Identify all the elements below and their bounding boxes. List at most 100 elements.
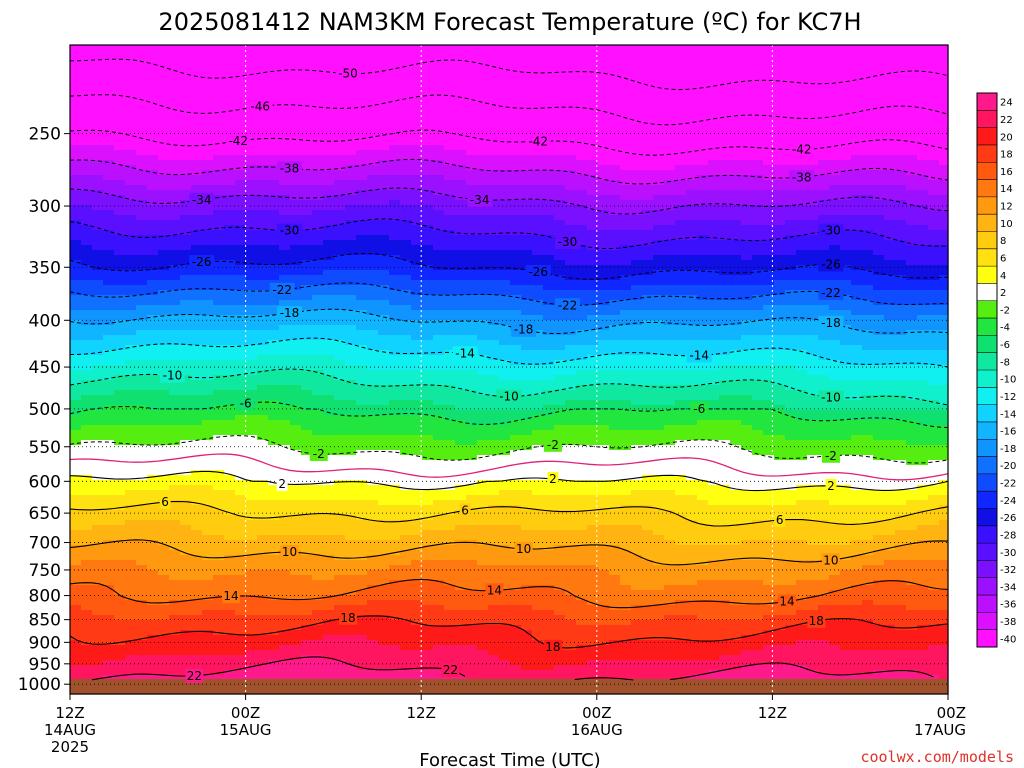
temperature-cell: [488, 130, 500, 136]
temperature-cell: [444, 245, 456, 251]
temperature-cell: [257, 440, 269, 446]
temperature-cell: [158, 390, 170, 396]
temperature-cell: [158, 310, 170, 316]
temperature-cell: [103, 65, 115, 71]
temperature-cell: [455, 560, 467, 566]
temperature-cell: [114, 485, 126, 491]
temperature-cell: [455, 145, 467, 151]
temperature-cell: [114, 50, 126, 56]
temperature-cell: [334, 170, 346, 176]
temperature-cell: [202, 295, 214, 301]
temperature-cell: [279, 470, 291, 476]
temperature-cell: [147, 65, 159, 71]
temperature-cell: [125, 585, 137, 591]
temperature-cell: [147, 435, 159, 441]
temperature-cell: [301, 240, 313, 246]
temperature-cell: [312, 205, 324, 211]
temperature-cell: [290, 330, 302, 336]
temperature-cell: [224, 400, 236, 406]
temperature-cell: [224, 430, 236, 436]
temperature-cell: [279, 270, 291, 276]
temperature-cell: [455, 595, 467, 601]
temperature-cell: [268, 420, 280, 426]
temperature-cell: [202, 675, 214, 681]
temperature-cell: [257, 640, 269, 646]
temperature-cell: [103, 565, 115, 571]
temperature-cell: [389, 285, 401, 291]
temperature-cell: [147, 440, 159, 446]
temperature-cell: [257, 520, 269, 526]
temperature-cell: [136, 225, 148, 231]
temperature-cell: [312, 655, 324, 661]
temperature-cell: [488, 310, 500, 316]
temperature-cell: [323, 475, 335, 481]
temperature-cell: [422, 245, 434, 251]
temperature-cell: [235, 110, 247, 116]
temperature-cell: [213, 455, 225, 461]
temperature-cell: [136, 630, 148, 636]
temperature-cell: [367, 465, 379, 471]
temperature-cell: [323, 305, 335, 311]
temperature-cell: [246, 375, 258, 381]
temperature-cell: [444, 655, 456, 661]
temperature-cell: [114, 390, 126, 396]
temperature-cell: [334, 605, 346, 611]
temperature-cell: [455, 85, 467, 91]
temperature-cell: [257, 395, 269, 401]
temperature-cell: [213, 340, 225, 346]
temperature-cell: [422, 460, 434, 466]
temperature-cell: [136, 445, 148, 451]
temperature-cell: [345, 435, 357, 441]
temperature-cell: [136, 595, 148, 601]
temperature-cell: [202, 205, 214, 211]
temperature-cell: [224, 260, 236, 266]
temperature-cell: [114, 360, 126, 366]
temperature-cell: [169, 60, 181, 66]
temperature-cell: [400, 650, 412, 656]
temperature-cell: [301, 560, 313, 566]
temperature-cell: [158, 125, 170, 131]
temperature-cell: [488, 140, 500, 146]
temperature-cell: [246, 320, 258, 326]
temperature-cell: [422, 360, 434, 366]
temperature-cell: [136, 485, 148, 491]
temperature-cell: [444, 375, 456, 381]
temperature-cell: [191, 445, 203, 451]
temperature-cell: [169, 135, 181, 141]
temperature-cell: [70, 485, 82, 491]
temperature-cell: [268, 650, 280, 656]
temperature-cell: [301, 50, 313, 56]
temperature-cell: [180, 665, 192, 671]
temperature-cell: [433, 115, 445, 121]
temperature-cell: [246, 595, 258, 601]
temperature-cell: [323, 280, 335, 286]
temperature-cell: [312, 115, 324, 121]
temperature-cell: [422, 435, 434, 441]
temperature-cell: [279, 50, 291, 56]
temperature-cell: [356, 405, 368, 411]
temperature-cell: [400, 210, 412, 216]
temperature-cell: [345, 475, 357, 481]
temperature-cell: [224, 105, 236, 111]
temperature-cell: [235, 565, 247, 571]
temperature-cell: [279, 435, 291, 441]
temperature-cell: [466, 95, 478, 101]
temperature-cell: [477, 270, 489, 276]
temperature-cell: [125, 520, 137, 526]
temperature-cell: [81, 545, 93, 551]
temperature-cell: [312, 295, 324, 301]
temperature-cell: [180, 595, 192, 601]
temperature-cell: [290, 435, 302, 441]
temperature-cell: [268, 445, 280, 451]
temperature-cell: [323, 240, 335, 246]
temperature-cell: [323, 110, 335, 116]
temperature-cell: [268, 485, 280, 491]
temperature-cell: [136, 515, 148, 521]
temperature-cell: [180, 315, 192, 321]
temperature-cell: [279, 540, 291, 546]
temperature-cell: [224, 295, 236, 301]
temperature-cell: [290, 150, 302, 156]
temperature-cell: [279, 335, 291, 341]
temperature-cell: [246, 475, 258, 481]
temperature-cell: [345, 250, 357, 256]
